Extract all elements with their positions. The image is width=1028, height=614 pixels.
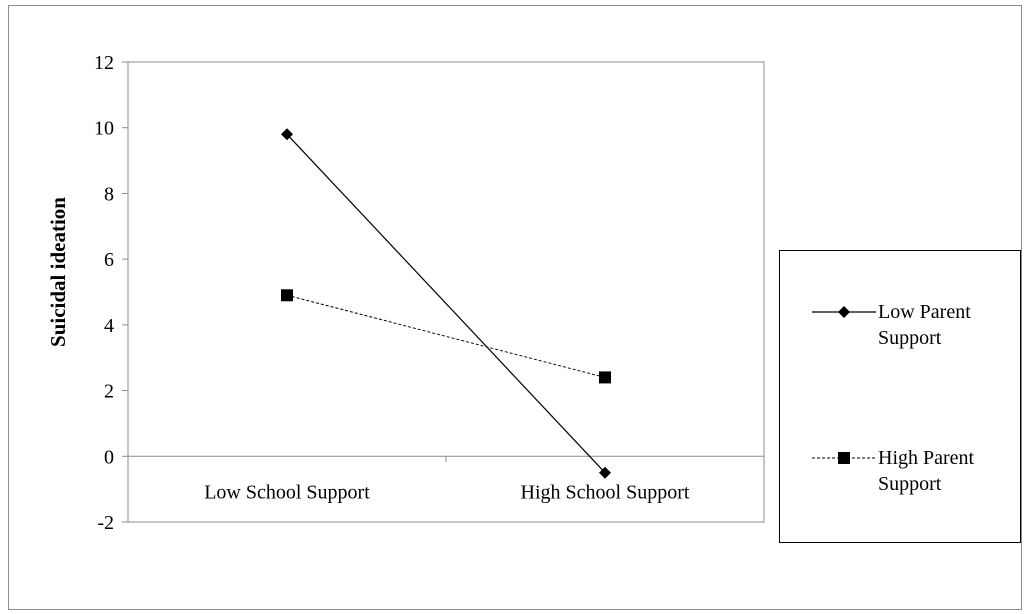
y-tick-label-4: 6 — [104, 249, 114, 271]
series-0-point-1 — [599, 466, 611, 479]
legend-entry-low-parent-support: Low Parent Support — [780, 299, 1020, 359]
plot-area — [127, 61, 765, 523]
legend-swatch-low-parent-support — [812, 306, 876, 318]
series-0-point-0 — [281, 128, 293, 141]
series-1-point-0 — [281, 289, 293, 302]
series-line-0 — [286, 133, 606, 474]
y-tick-label-5: 8 — [104, 183, 114, 205]
series-1-point-1 — [599, 371, 611, 384]
y-tick-label-0: -2 — [97, 512, 114, 534]
axes-layer: -2 0 2 4 6 8 10 12 Low School Support High School… — [94, 52, 765, 534]
x-tick-label-0: Low School Support — [204, 481, 370, 503]
y-axis-title: Suicidal ideation — [46, 197, 70, 347]
y-tick-label-2: 2 — [104, 381, 114, 403]
legend-label-high-parent-support: High Parent Support — [878, 447, 975, 495]
legend: Low Parent Support High Parent Support — [779, 250, 1021, 543]
legend-entry-high-parent-support: High Parent Support — [780, 445, 1020, 505]
legend-label-low-parent-support: Low Parent Support — [878, 301, 971, 349]
y-tick-label-1: 0 — [104, 446, 114, 468]
series-layer — [281, 128, 611, 479]
y-tick-label-6: 10 — [94, 118, 114, 140]
y-tick-label-3: 4 — [104, 315, 114, 337]
legend-swatch-high-parent-support — [812, 452, 876, 464]
y-tick-label-7: 12 — [94, 52, 114, 74]
x-tick-label-1: High School Support — [521, 481, 690, 503]
